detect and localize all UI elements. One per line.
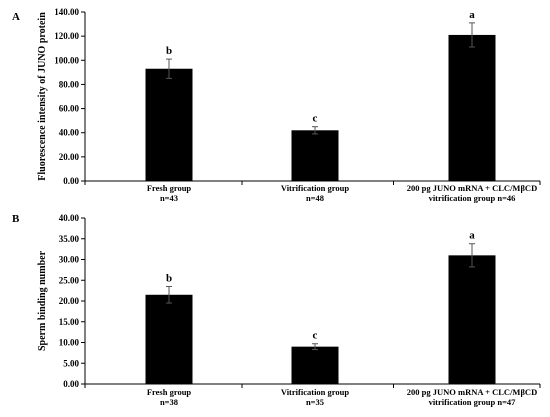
y-tick-label: 80.00 — [59, 79, 80, 89]
y-tick-label: 35.00 — [59, 234, 80, 244]
x-category-label: n=35 — [306, 397, 324, 407]
y-tick-label: 10.00 — [59, 338, 80, 348]
x-category-label: Vitrification group — [281, 387, 350, 397]
significance-letter: b — [166, 272, 172, 284]
y-tick-label: 0.00 — [63, 379, 79, 389]
y-tick-label: 40.00 — [59, 213, 80, 223]
y-tick-label: 120.00 — [54, 31, 79, 41]
bar — [291, 346, 339, 384]
x-category-label: Vitrification group — [281, 183, 350, 193]
significance-letter: c — [313, 113, 318, 125]
bar — [145, 294, 193, 384]
x-category-label: n=48 — [306, 193, 324, 203]
y-axis-label: Fluorescence intensity of JUNO protein — [37, 12, 48, 181]
x-category-label: n=43 — [160, 193, 178, 203]
y-tick-label: 25.00 — [59, 275, 80, 285]
x-category-label: Fresh group — [147, 387, 192, 397]
x-category-label: Fresh group — [147, 183, 192, 193]
bar — [448, 34, 496, 181]
significance-letter: c — [313, 330, 318, 342]
y-tick-label: 30.00 — [59, 255, 80, 265]
y-tick-label: 15.00 — [59, 317, 80, 327]
panel-label: B — [12, 213, 20, 225]
y-tick-label: 100.00 — [54, 55, 79, 65]
x-category-label: vitrification group n=47 — [429, 397, 517, 407]
x-category-label: vitrification group n=46 — [429, 193, 516, 203]
significance-letter: a — [469, 230, 475, 242]
y-tick-label: 5.00 — [63, 358, 79, 368]
panel-label: A — [12, 11, 20, 23]
bar — [291, 130, 339, 181]
x-category-label: 200 pg JUNO mRNA + CLC/MβCD — [407, 183, 537, 193]
y-tick-label: 20.00 — [59, 152, 80, 162]
bar — [448, 255, 496, 384]
y-tick-label: 140.00 — [54, 7, 79, 17]
significance-letter: a — [469, 9, 475, 21]
y-tick-label: 40.00 — [59, 128, 80, 138]
x-category-label: 200 pg JUNO mRNA + CLC/MβCD — [407, 387, 537, 397]
y-tick-label: 20.00 — [59, 296, 80, 306]
y-axis-label: Sperm binding number — [37, 250, 48, 351]
y-tick-label: 0.00 — [63, 176, 79, 186]
y-tick-label: 60.00 — [59, 104, 80, 114]
bar — [145, 68, 193, 181]
significance-letter: b — [166, 45, 172, 57]
x-category-label: n=38 — [160, 397, 178, 407]
